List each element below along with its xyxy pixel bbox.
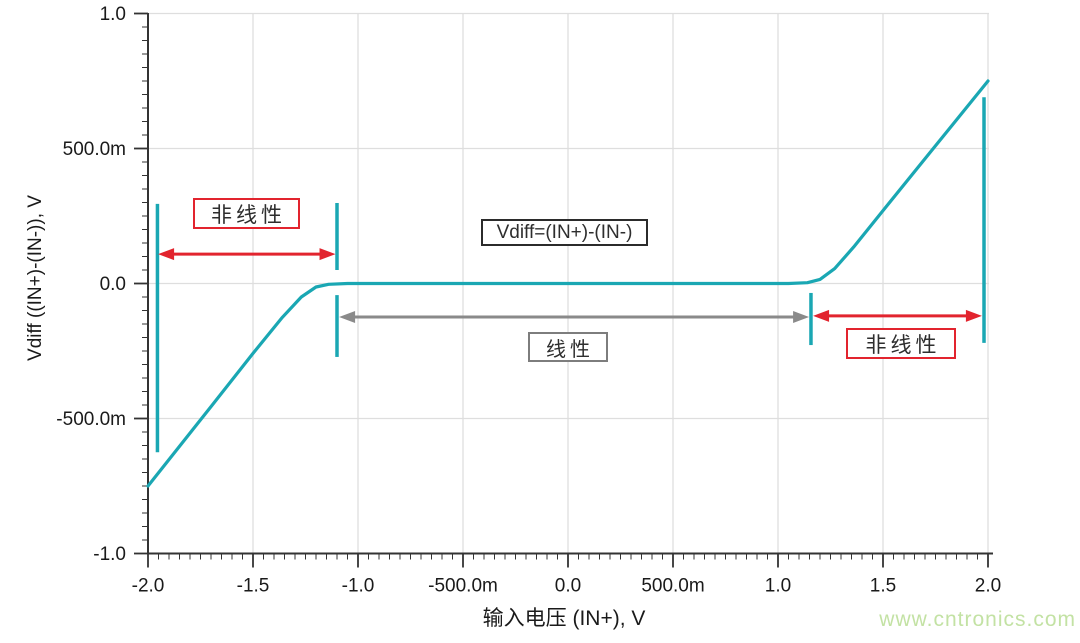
- y-tick-label: 0.0: [100, 274, 126, 295]
- x-axis-title: 输入电压 (IN+), V: [482, 607, 646, 630]
- y-axis-title: Vdiff ((IN+)-(IN-)), V: [25, 195, 46, 361]
- nonlinear-left-arrow-head-right: [319, 248, 336, 261]
- x-tick-label: -1.5: [237, 576, 270, 597]
- y-tick-label: 1.0: [100, 4, 126, 25]
- y-tick-label: 500.0m: [63, 139, 126, 160]
- annotation-formula: Vdiff=(IN+)-(IN-): [481, 219, 648, 246]
- x-tick-label: 1.0: [765, 576, 791, 597]
- annotation-nonlinear-right: 非线性: [846, 328, 956, 359]
- watermark: www.cntronics.com: [879, 608, 1076, 631]
- annotation-linear: 线性: [528, 332, 608, 362]
- nonlinear-left-arrow-head-left: [158, 248, 175, 261]
- x-tick-label: 500.0m: [641, 576, 704, 597]
- x-tick-label: -2.0: [132, 576, 165, 597]
- x-tick-label: -1.0: [342, 576, 375, 597]
- linear-arrow-head-right: [793, 310, 810, 323]
- vdiff-curve: [146, 79, 990, 488]
- x-tick-label: 1.5: [870, 576, 896, 597]
- annotation-nonlinear-left: 非线性: [193, 198, 300, 229]
- x-tick-label: 2.0: [975, 576, 1001, 597]
- x-tick-label: 0.0: [555, 576, 581, 597]
- linear-arrow-head-left: [339, 310, 356, 323]
- nonlinear-right-arrow-head-right: [965, 309, 982, 322]
- x-tick-label: -500.0m: [428, 576, 498, 597]
- y-tick-label: -1.0: [93, 544, 126, 565]
- nonlinear-right-arrow-head-left: [813, 309, 830, 322]
- y-tick-label: -500.0m: [56, 409, 126, 430]
